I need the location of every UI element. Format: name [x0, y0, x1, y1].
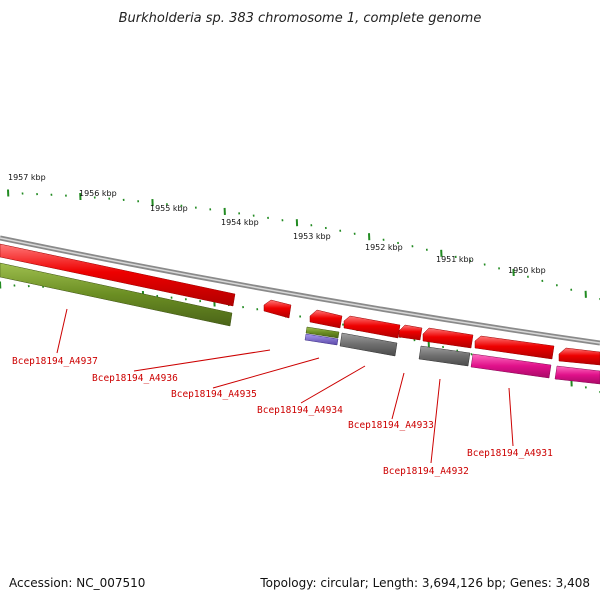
leader-line: [212, 357, 320, 389]
reverse-strand-genes: [0, 262, 600, 385]
scale-ticks-inner: [0, 281, 600, 394]
kbp-label: 1951 kbp: [436, 255, 474, 264]
gene-label[interactable]: Bcep18194_A4933: [348, 420, 434, 431]
leader-line: [508, 387, 514, 447]
kbp-label: 1956 kbp: [79, 189, 117, 198]
gene-label[interactable]: Bcep18194_A4932: [383, 466, 469, 477]
scale-labels: 1957 kbp 1956 kbp 1955 kbp 1954 kbp 1953…: [8, 173, 546, 275]
kbp-label: 1952 kbp: [365, 243, 403, 252]
gene-label[interactable]: Bcep18194_A4934: [257, 405, 343, 416]
gene-arrow-red[interactable]: [558, 347, 600, 366]
gene-arrow-red[interactable]: [263, 299, 292, 319]
gene-arrow-olive[interactable]: [305, 326, 340, 339]
forward-strand-genes: [0, 243, 600, 366]
gene-arrow-purple[interactable]: [304, 333, 339, 346]
leader-line: [56, 308, 68, 354]
gene-arrow-red[interactable]: [422, 327, 474, 349]
gene-arrow-magenta[interactable]: [554, 365, 600, 385]
leader-line: [133, 349, 271, 372]
gene-label[interactable]: Bcep18194_A4931: [467, 448, 553, 459]
gene-arrow-magenta[interactable]: [470, 353, 552, 379]
gene-arrow-red[interactable]: [398, 324, 423, 341]
gene-arrow-red[interactable]: [309, 309, 343, 329]
gene-label[interactable]: Bcep18194_A4935: [171, 389, 257, 400]
gene-arrow-red[interactable]: [474, 335, 555, 360]
kbp-label: 1954 kbp: [221, 218, 259, 227]
gene-arrow-olive[interactable]: [0, 262, 233, 327]
backbone-inner: [0, 237, 600, 344]
kbp-label: 1955 kbp: [150, 204, 188, 213]
label-leaders: [56, 308, 514, 464]
kbp-label: 1950 kbp: [508, 266, 546, 275]
kbp-label: 1957 kbp: [8, 173, 46, 182]
leader-line: [300, 365, 366, 404]
gene-labels: Bcep18194_A4937 Bcep18194_A4936 Bcep1819…: [12, 356, 553, 477]
gene-arrow-gray[interactable]: [339, 332, 398, 357]
leader-line: [430, 378, 441, 464]
topology-text: Topology: circular; Length: 3,694,126 bp…: [259, 576, 590, 590]
kbp-label: 1953 kbp: [293, 232, 331, 241]
gene-label[interactable]: Bcep18194_A4937: [12, 356, 98, 367]
gene-arrow-gray[interactable]: [418, 345, 471, 367]
accession-text: Accession: NC_007510: [9, 576, 145, 590]
gene-arrow-red[interactable]: [0, 243, 236, 307]
leader-line: [391, 372, 405, 420]
gene-label[interactable]: Bcep18194_A4936: [92, 373, 178, 384]
scale-ticks-outer: [7, 189, 600, 301]
map-title: Burkholderia sp. 383 chromosome 1, compl…: [119, 11, 482, 26]
